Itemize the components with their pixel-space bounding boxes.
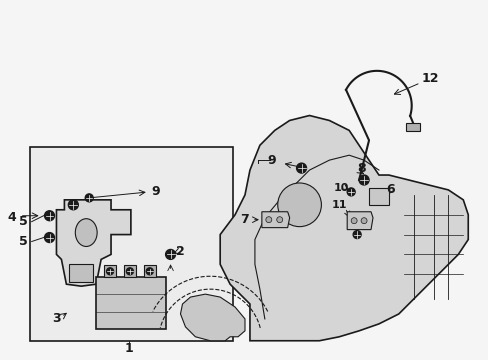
Text: 3: 3 [52,312,61,325]
Circle shape [276,217,282,223]
Bar [69,264,93,282]
Circle shape [277,183,321,227]
Polygon shape [180,294,244,341]
Circle shape [85,194,93,202]
Bar [406,123,419,131]
Polygon shape [56,200,131,286]
Circle shape [358,175,368,185]
Bar [30,147,233,341]
Text: 7: 7 [240,213,249,226]
Polygon shape [220,116,468,341]
Circle shape [126,268,133,275]
Bar [123,265,136,277]
Circle shape [346,188,354,196]
Text: 2: 2 [176,245,184,258]
Text: 6: 6 [386,184,394,197]
Circle shape [350,218,356,224]
Bar [143,265,155,277]
Polygon shape [262,212,289,228]
Text: 9: 9 [151,185,160,198]
Bar [96,277,165,329]
Polygon shape [368,188,388,205]
Circle shape [44,211,54,221]
Circle shape [106,268,113,275]
Text: 4: 4 [7,211,16,224]
Circle shape [146,268,153,275]
Circle shape [352,231,360,239]
Polygon shape [346,212,372,230]
Ellipse shape [75,219,97,247]
Text: 5: 5 [20,215,28,228]
Text: 11: 11 [331,200,346,210]
Text: 5: 5 [20,235,28,248]
Bar [104,265,116,277]
Text: 12: 12 [421,72,438,85]
Text: 9: 9 [267,154,276,167]
Text: 8: 8 [356,162,365,175]
Circle shape [265,217,271,223]
Circle shape [68,200,78,210]
Circle shape [296,163,306,173]
Circle shape [360,218,366,224]
Text: 1: 1 [124,342,133,355]
Circle shape [165,249,175,260]
Text: 10: 10 [333,183,348,193]
Circle shape [44,233,54,243]
